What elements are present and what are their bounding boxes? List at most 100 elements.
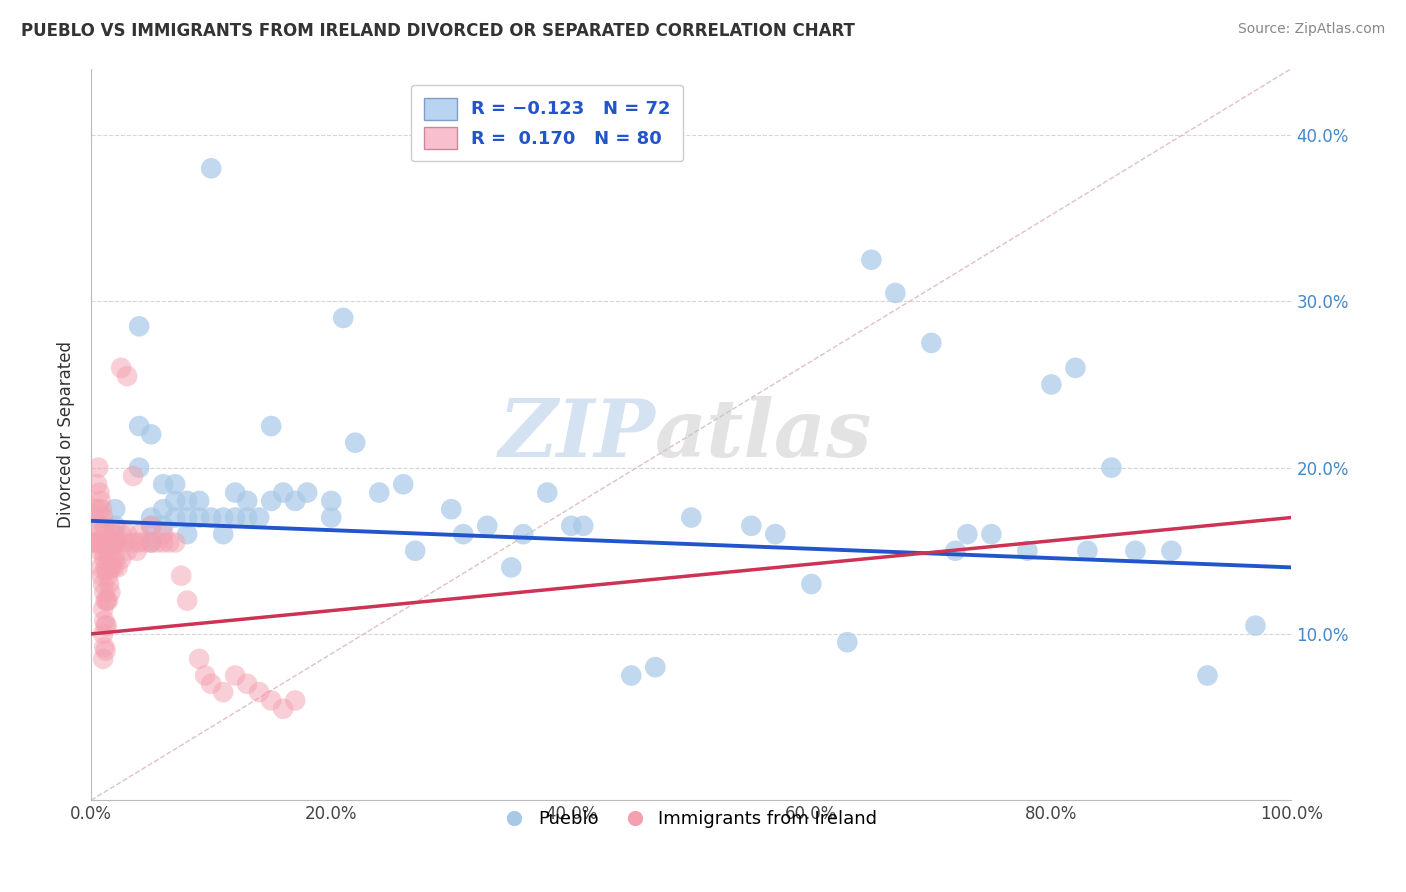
Point — [271, 485, 294, 500]
Point — [141, 518, 163, 533]
Point — [86, 510, 108, 524]
Point — [100, 560, 122, 574]
Legend: Pueblo, Immigrants from Ireland: Pueblo, Immigrants from Ireland — [498, 803, 884, 835]
Point — [837, 635, 859, 649]
Point — [165, 535, 187, 549]
Point — [200, 161, 222, 176]
Point — [98, 560, 121, 574]
Point — [134, 535, 156, 549]
Point — [194, 668, 217, 682]
Point — [90, 494, 112, 508]
Text: PUEBLO VS IMMIGRANTS FROM IRELAND DIVORCED OR SEPARATED CORRELATION CHART: PUEBLO VS IMMIGRANTS FROM IRELAND DIVORC… — [21, 22, 855, 40]
Point — [980, 527, 1002, 541]
Point — [152, 477, 174, 491]
Point — [114, 535, 136, 549]
Point — [94, 618, 117, 632]
Point — [176, 593, 198, 607]
Point — [236, 510, 259, 524]
Point — [128, 419, 150, 434]
Point — [103, 560, 125, 574]
Point — [98, 585, 121, 599]
Point — [200, 510, 222, 524]
Point — [125, 543, 148, 558]
Point — [224, 485, 246, 500]
Point — [141, 535, 163, 549]
Point — [97, 568, 120, 582]
Point — [321, 510, 343, 524]
Point — [94, 593, 117, 607]
Point — [87, 460, 110, 475]
Point — [91, 535, 114, 549]
Point — [96, 618, 118, 632]
Text: atlas: atlas — [655, 396, 873, 473]
Point — [115, 543, 138, 558]
Point — [1017, 543, 1039, 558]
Point — [165, 477, 187, 491]
Point — [236, 677, 259, 691]
Point — [89, 518, 111, 533]
Point — [165, 510, 187, 524]
Point — [247, 685, 270, 699]
Point — [104, 502, 127, 516]
Point — [260, 494, 283, 508]
Point — [152, 502, 174, 516]
Point — [440, 502, 463, 516]
Point — [188, 652, 211, 666]
Point — [96, 593, 118, 607]
Point — [188, 494, 211, 508]
Point — [681, 510, 703, 524]
Point — [1099, 460, 1122, 475]
Point — [152, 518, 174, 533]
Point — [212, 510, 235, 524]
Point — [91, 568, 114, 582]
Text: ZIP: ZIP — [498, 396, 655, 473]
Point — [260, 693, 283, 707]
Point — [620, 668, 643, 682]
Point — [644, 660, 666, 674]
Point — [83, 535, 105, 549]
Point — [104, 518, 127, 533]
Point — [884, 285, 907, 300]
Point — [115, 369, 138, 384]
Point — [101, 527, 124, 541]
Point — [763, 527, 786, 541]
Point — [165, 494, 187, 508]
Point — [84, 535, 107, 549]
Point — [236, 494, 259, 508]
Y-axis label: Divorced or Separated: Divorced or Separated — [58, 341, 75, 528]
Point — [86, 535, 108, 549]
Point — [89, 485, 111, 500]
Point — [477, 518, 499, 533]
Point — [104, 535, 127, 549]
Point — [97, 543, 120, 558]
Point — [97, 593, 120, 607]
Point — [560, 518, 582, 533]
Point — [536, 485, 558, 500]
Point — [103, 535, 125, 549]
Point — [224, 510, 246, 524]
Point — [128, 535, 150, 549]
Point — [87, 502, 110, 516]
Point — [115, 527, 138, 541]
Point — [344, 435, 367, 450]
Point — [943, 543, 966, 558]
Point — [860, 252, 883, 267]
Point — [94, 643, 117, 657]
Point — [122, 469, 145, 483]
Point — [1125, 543, 1147, 558]
Point — [1160, 543, 1182, 558]
Point — [93, 552, 115, 566]
Point — [91, 627, 114, 641]
Point — [91, 577, 114, 591]
Point — [141, 427, 163, 442]
Point — [96, 564, 118, 578]
Point — [157, 535, 180, 549]
Point — [100, 535, 122, 549]
Point — [451, 527, 474, 541]
Point — [94, 527, 117, 541]
Point — [90, 527, 112, 541]
Point — [152, 527, 174, 541]
Point — [128, 460, 150, 475]
Point — [96, 535, 118, 549]
Point — [93, 518, 115, 533]
